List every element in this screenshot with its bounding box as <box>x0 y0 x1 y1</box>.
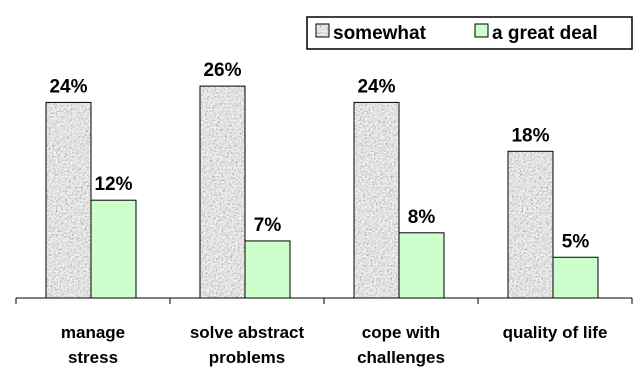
data-label: 24% <box>49 76 87 97</box>
data-label: 5% <box>562 231 590 252</box>
legend-swatch-great-deal <box>474 23 489 38</box>
legend-swatch-somewhat <box>315 23 330 38</box>
plot-area: 24% 12% manage stress 26% 7% solve abstract pro… <box>15 60 633 367</box>
x-tick-label: quality of life <box>503 323 608 342</box>
bar-outline <box>507 150 554 299</box>
x-tick-label: cope with <box>362 323 440 342</box>
bar-great-deal <box>552 256 599 299</box>
x-tick-label: stress <box>68 348 118 367</box>
legend-box <box>306 16 633 50</box>
bar-somewhat <box>45 101 92 299</box>
bar-somewhat <box>199 85 246 299</box>
legend-label-great-deal: a great deal <box>492 23 598 44</box>
data-label: 24% <box>357 76 395 97</box>
x-tick-label: challenges <box>357 348 445 367</box>
data-label: 18% <box>511 125 549 146</box>
bar-great-deal <box>398 232 445 299</box>
x-tick-label: problems <box>209 348 286 367</box>
data-label: 26% <box>203 60 241 81</box>
bar-outline <box>353 101 400 299</box>
legend: somewhat a great deal <box>306 16 633 50</box>
bar-outline <box>199 85 246 299</box>
bar-great-deal <box>244 240 291 299</box>
x-tick-label: manage <box>61 323 125 342</box>
bar-somewhat <box>353 101 400 299</box>
data-label: 7% <box>254 215 282 236</box>
x-tick-label: solve abstract <box>190 323 305 342</box>
data-label: 8% <box>408 207 436 228</box>
bar-great-deal <box>90 199 137 299</box>
bar-somewhat <box>507 150 554 299</box>
data-label: 12% <box>94 174 132 195</box>
legend-label-somewhat: somewhat <box>333 23 427 44</box>
